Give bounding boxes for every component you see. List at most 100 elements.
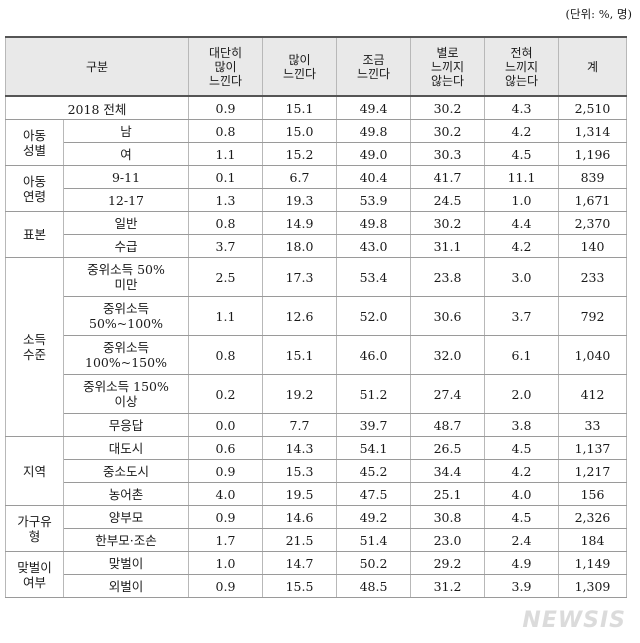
table-row-total: 2018 전체 0.9 15.1 49.4 30.2 4.3 2,510 xyxy=(5,95,627,120)
cell-value: 3.7 xyxy=(188,234,263,258)
group-label: 소득 수준 xyxy=(5,257,64,437)
cell-value: 15.2 xyxy=(262,142,337,166)
cell-value: 18.0 xyxy=(262,234,337,258)
cell-value: 1,137 xyxy=(558,436,627,460)
cell-value: 4.2 xyxy=(484,119,559,143)
cell-value: 51.2 xyxy=(336,374,411,414)
cell-value: 48.5 xyxy=(336,574,411,598)
cell-value: 29.2 xyxy=(410,551,485,575)
cell-value: 1,217 xyxy=(558,459,627,483)
cell-value: 0.8 xyxy=(188,335,263,375)
table-row: 중위소득 100%~150% 0.8 15.1 46.0 32.0 6.1 1,040 xyxy=(6,335,627,375)
cell-value: 1,040 xyxy=(558,335,627,375)
cell-value: 6.1 xyxy=(484,335,559,375)
header-somewhat: 조금 느낀다 xyxy=(336,36,411,97)
cell-value: 3.8 xyxy=(484,413,559,437)
cell-value: 233 xyxy=(558,257,627,297)
cell-value: 14.9 xyxy=(262,211,337,235)
row-label: 중위소득 100%~150% xyxy=(63,335,189,375)
cell-value: 0.6 xyxy=(188,436,263,460)
cell-value: 0.8 xyxy=(188,211,263,235)
row-label: 수급 xyxy=(63,234,189,258)
cell-value: 31.1 xyxy=(410,234,485,258)
table-row: 외벌이 0.9 15.5 48.5 31.2 3.9 1,309 xyxy=(6,574,627,598)
cell-value: 3.0 xyxy=(484,257,559,297)
cell-value: 14.3 xyxy=(262,436,337,460)
cell-value: 184 xyxy=(558,528,627,552)
cell-value: 49.0 xyxy=(336,142,411,166)
cell-value: 1,149 xyxy=(558,551,627,575)
cell-value: 140 xyxy=(558,234,627,258)
cell-value: 2,326 xyxy=(558,505,627,529)
table-row: 중위소득 50%~100% 1.1 12.6 52.0 30.6 3.7 792 xyxy=(6,296,627,336)
row-label: 남 xyxy=(63,119,189,143)
group-label: 아동 성별 xyxy=(5,119,64,166)
header-category: 구분 xyxy=(5,36,189,97)
row-label: 9-11 xyxy=(63,165,189,189)
cell-value: 40.4 xyxy=(336,165,411,189)
cell-value: 14.7 xyxy=(262,551,337,575)
cell-value: 1.7 xyxy=(188,528,263,552)
table-row: 여 1.1 15.2 49.0 30.3 4.5 1,196 xyxy=(6,142,627,166)
table-row: 맞벌이 여부 맞벌이 1.0 14.7 50.2 29.2 4.9 1,149 xyxy=(5,551,627,598)
row-label: 농어촌 xyxy=(63,482,189,506)
cell-value: 43.0 xyxy=(336,234,411,258)
table-row: 중소도시 0.9 15.3 45.2 34.4 4.2 1,217 xyxy=(6,459,627,483)
cell-value: 23.0 xyxy=(410,528,485,552)
table-row: 가구유 형 양부모 0.9 14.6 49.2 30.8 4.5 2,326 xyxy=(5,505,627,552)
cell-value: 54.1 xyxy=(336,436,411,460)
cell-value: 0.1 xyxy=(188,165,263,189)
header-row: 구분 대단히 많이 느낀다 많이 느낀다 조금 느낀다 별로 느끼지 않는다 전… xyxy=(5,36,627,97)
cell-value: 6.7 xyxy=(262,165,337,189)
header-not-much: 별로 느끼지 않는다 xyxy=(410,36,485,97)
cell-value: 53.9 xyxy=(336,188,411,212)
row-label: 2018 전체 xyxy=(5,95,189,120)
row-label: 일반 xyxy=(63,211,189,235)
cell-value: 4.5 xyxy=(484,142,559,166)
cell-value: 34.4 xyxy=(410,459,485,483)
cell-value: 1,314 xyxy=(558,119,627,143)
row-label: 중위소득 50%~100% xyxy=(63,296,189,336)
table-row: 중위소득 150% 이상 0.2 19.2 51.2 27.4 2.0 412 xyxy=(6,374,627,414)
cell-value: 49.8 xyxy=(336,211,411,235)
cell-value: 1.1 xyxy=(188,296,263,336)
cell-value: 0.9 xyxy=(188,95,263,120)
cell-value: 49.8 xyxy=(336,119,411,143)
cell-value: 839 xyxy=(558,165,627,189)
cell-value: 792 xyxy=(558,296,627,336)
cell-value: 27.4 xyxy=(410,374,485,414)
cell-value: 2,510 xyxy=(558,95,627,120)
cell-value: 1.1 xyxy=(188,142,263,166)
cell-value: 32.0 xyxy=(410,335,485,375)
cell-value: 53.4 xyxy=(336,257,411,297)
cell-value: 30.2 xyxy=(410,95,485,120)
group-label: 표본 xyxy=(5,211,64,258)
cell-value: 4.2 xyxy=(484,459,559,483)
table-row: 한부모·조손 1.7 21.5 51.4 23.0 2.4 184 xyxy=(6,528,627,552)
group-label: 아동 연령 xyxy=(5,165,64,212)
row-label: 여 xyxy=(63,142,189,166)
cell-value: 1,671 xyxy=(558,188,627,212)
table-row: 수급 3.7 18.0 43.0 31.1 4.2 140 xyxy=(6,234,627,258)
cell-value: 19.5 xyxy=(262,482,337,506)
cell-value: 1,309 xyxy=(558,574,627,598)
cell-value: 41.7 xyxy=(410,165,485,189)
cell-value: 1.0 xyxy=(484,188,559,212)
cell-value: 21.5 xyxy=(262,528,337,552)
cell-value: 14.6 xyxy=(262,505,337,529)
row-label: 중위소득 50% 미만 xyxy=(63,257,189,297)
table-row: 농어촌 4.0 19.5 47.5 25.1 4.0 156 xyxy=(6,482,627,506)
cell-value: 15.3 xyxy=(262,459,337,483)
cell-value: 30.8 xyxy=(410,505,485,529)
cell-value: 2.4 xyxy=(484,528,559,552)
cell-value: 4.3 xyxy=(484,95,559,120)
cell-value: 4.5 xyxy=(484,436,559,460)
cell-value: 30.2 xyxy=(410,119,485,143)
row-label: 한부모·조손 xyxy=(63,528,189,552)
cell-value: 49.4 xyxy=(336,95,411,120)
cell-value: 4.9 xyxy=(484,551,559,575)
row-label: 무응답 xyxy=(63,413,189,437)
cell-value: 30.2 xyxy=(410,211,485,235)
cell-value: 51.4 xyxy=(336,528,411,552)
group-label: 지역 xyxy=(5,436,64,506)
